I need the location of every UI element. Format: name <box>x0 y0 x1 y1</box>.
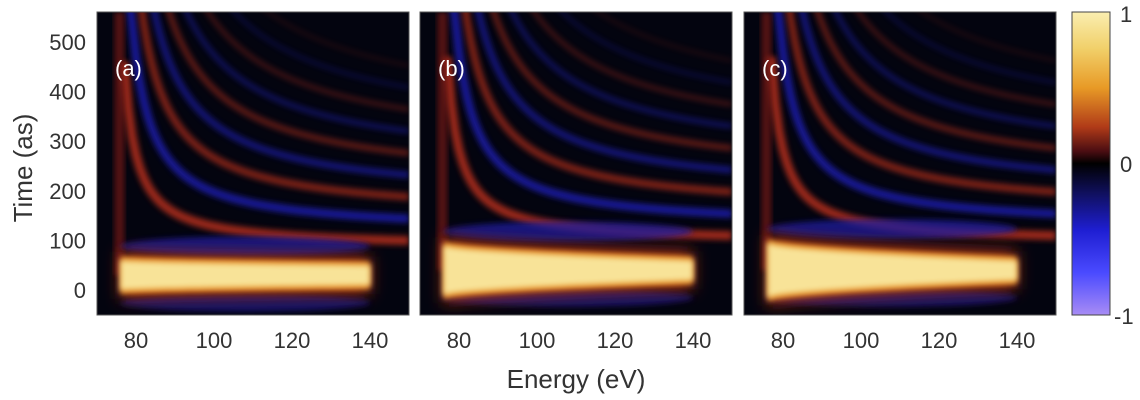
heatmap-panel-2 <box>420 12 732 315</box>
y-axis: 0 100 200 300 400 500 <box>49 30 86 303</box>
panel-label: (c) <box>762 56 788 81</box>
edge-streak <box>761 12 772 271</box>
y-tick-label: 300 <box>49 129 86 154</box>
x-tick-label: 140 <box>999 328 1036 353</box>
y-tick-label: 500 <box>49 30 86 55</box>
y-tick-label: 100 <box>49 228 86 253</box>
fringe <box>814 12 1056 152</box>
x-axis-label: Energy (eV) <box>507 364 646 394</box>
fringe <box>919 12 1056 63</box>
negative-lobe-lower <box>120 293 370 312</box>
x-tick-label: 120 <box>921 328 958 353</box>
panel-label: (b) <box>438 56 465 81</box>
fringe <box>531 12 732 107</box>
fringe <box>595 12 732 63</box>
x-tick-label: 100 <box>196 328 233 353</box>
edge-streak <box>114 12 125 276</box>
x-tick-label: 100 <box>519 328 556 353</box>
fringe <box>119 61 409 246</box>
x-tick-label: 140 <box>675 328 712 353</box>
fringe <box>509 12 732 130</box>
fringe <box>855 12 1056 107</box>
negative-lobe-upper <box>120 236 370 257</box>
panel-label: (a) <box>115 56 142 81</box>
panel-frame <box>419 11 733 316</box>
fringe <box>490 12 732 152</box>
heatmap-panel-1 <box>97 12 409 315</box>
y-tick-label: 200 <box>49 179 86 204</box>
x-axis: 80 100 120 140 80 100 120 140 80 100 120 140 <box>124 328 1036 353</box>
fringe <box>461 12 732 196</box>
fringe <box>231 12 409 90</box>
fringe <box>450 12 732 218</box>
heatmap-panel-3 <box>744 12 1056 315</box>
y-tick-label: 0 <box>74 278 86 303</box>
main-band <box>767 243 1017 298</box>
y-tick-label: 400 <box>49 79 86 104</box>
x-tick-label: 120 <box>274 328 311 353</box>
fringe <box>798 12 1056 174</box>
y-axis-label: Time (as) <box>8 114 38 223</box>
panel-frame <box>96 11 410 316</box>
x-tick-label: 80 <box>447 328 471 353</box>
fringe <box>138 12 409 201</box>
x-tick-label: 80 <box>771 328 795 353</box>
edge-streak <box>437 12 448 271</box>
negative-lobe-upper <box>767 219 1017 240</box>
fringe <box>126 12 409 223</box>
colorbar-tick-zero: 0 <box>1120 152 1132 177</box>
colorbar-scale <box>1071 11 1111 316</box>
panel-frame <box>743 11 1057 316</box>
fringe <box>774 12 1056 218</box>
main-band <box>120 260 371 291</box>
x-tick-label: 140 <box>352 328 389 353</box>
heatmap-panels: (a) (b) (c) <box>96 11 1057 316</box>
main-band <box>443 245 693 296</box>
x-tick-label: 100 <box>843 328 880 353</box>
x-tick-label: 80 <box>124 328 148 353</box>
colorbar-tick-min: -1 <box>1114 304 1134 329</box>
colorbar-tick-max: 1 <box>1120 2 1132 27</box>
fringe <box>559 12 732 85</box>
fringe <box>833 12 1056 130</box>
fringe <box>474 12 732 174</box>
fringe <box>205 12 409 112</box>
colorbar: 1 0 -1 <box>1071 2 1134 329</box>
fringe <box>785 12 1056 196</box>
fringe <box>183 12 409 134</box>
fringe <box>265 12 409 68</box>
negative-lobe-upper <box>443 221 693 242</box>
fringe <box>883 12 1056 85</box>
fringe <box>165 12 409 157</box>
fringe <box>150 12 409 179</box>
x-tick-label: 120 <box>597 328 634 353</box>
